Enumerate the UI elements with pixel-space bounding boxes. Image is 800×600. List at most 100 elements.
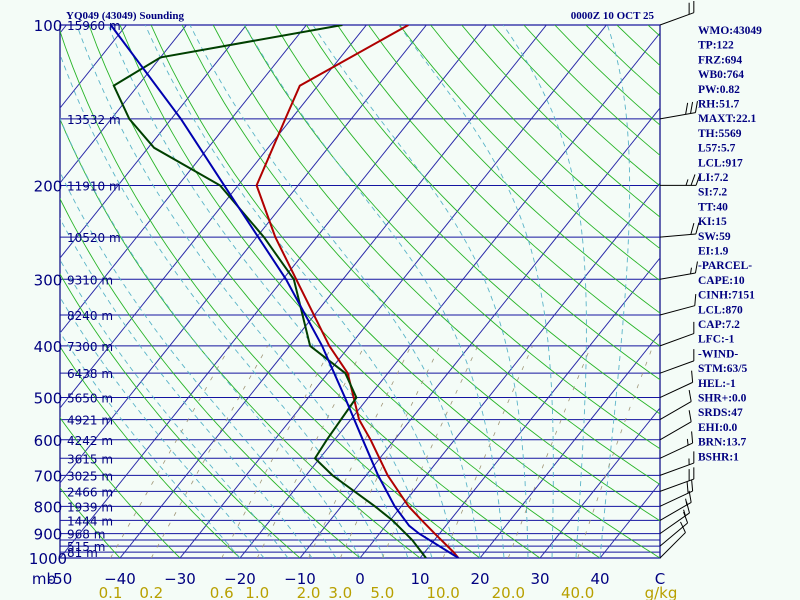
dry-adiabat <box>430 25 660 250</box>
mixing-ratio-label: 5.0 <box>370 584 394 600</box>
isotherm-line <box>179 25 607 558</box>
mixing-ratio-label: 3.0 <box>328 584 352 600</box>
pressure-unit-label: mb <box>32 570 56 588</box>
wind-barb <box>659 293 697 316</box>
moist-adiabat-lines <box>60 25 631 558</box>
mixing-ratio-line <box>256 345 365 558</box>
dry-adiabat <box>212 25 660 486</box>
index-entry: FRZ:694 <box>698 54 742 66</box>
mixing-ratio-lines <box>110 345 654 558</box>
wind-barb <box>659 479 694 507</box>
wind-barb <box>659 511 689 547</box>
dry-adiabat <box>585 25 660 96</box>
dry-adiabat <box>368 25 660 314</box>
temp-tick-label: −30 <box>164 570 196 588</box>
mixing-ratio-line <box>339 345 441 558</box>
pressure-tick-label: 1000 <box>29 550 67 568</box>
index-entry: SRDS:47 <box>698 407 743 419</box>
moist-adiabat <box>60 53 385 558</box>
wind-barb <box>659 389 692 421</box>
dry-adiabat <box>181 25 660 522</box>
wind-barb <box>660 174 701 186</box>
index-entry: LI:7.2 <box>698 172 729 184</box>
mixing-ratio-label: 2.0 <box>297 584 321 600</box>
index-entry: HEL:-1 <box>698 378 736 390</box>
moist-adiabat <box>60 331 241 558</box>
dry-adiabat <box>337 25 660 347</box>
moist-adiabat <box>398 25 554 558</box>
pressure-tick-label: 500 <box>34 390 63 408</box>
temp-tick-label: 0 <box>355 570 365 588</box>
wind-barb <box>659 222 700 238</box>
plot-frame <box>59 24 661 559</box>
temp-tick-label: 10 <box>410 570 429 588</box>
moist-adiabat <box>244 25 505 558</box>
index-entry: SI:7.2 <box>698 187 727 199</box>
index-entry: CAPE:10 <box>698 275 745 287</box>
wind-barb <box>659 101 698 120</box>
index-entry: WB0:764 <box>698 69 744 81</box>
mixing-ratio-label: 1.0 <box>245 584 269 600</box>
height-label: 1444 m <box>67 514 113 528</box>
isotherm-lines <box>0 25 660 558</box>
index-entry: STM:63/5 <box>698 363 747 375</box>
pressure-tick-label: 600 <box>34 432 63 450</box>
index-entry: TT:40 <box>698 201 728 213</box>
indices-panel: WMO:43049 TP:122 FRZ:694 WB0:764 PW:0.82 RH:5… <box>698 25 762 463</box>
isotherm-line <box>539 407 660 558</box>
height-label: 2466 m <box>67 485 113 499</box>
index-entry: BSHR:1 <box>698 451 739 463</box>
moist-adiabat <box>60 117 361 558</box>
moist-adiabat <box>312 25 529 558</box>
pressure-tick-label: 400 <box>34 338 63 356</box>
wind-barb <box>659 410 692 441</box>
height-label: 3615 m <box>67 452 113 466</box>
temp-tick-label: −20 <box>224 570 256 588</box>
height-label: 15960 m <box>67 19 121 33</box>
moist-adiabat <box>502 25 587 558</box>
isotherm-line <box>0 25 6 558</box>
mixing-ratio-line <box>221 345 333 558</box>
index-entry: MAXT:22.1 <box>698 113 756 125</box>
height-label: 9310 m <box>67 273 113 287</box>
dry-adiabat <box>60 117 421 558</box>
mixing-ratio-unit-label: g/kg <box>645 584 678 600</box>
height-label: 11910 m <box>67 179 121 193</box>
wind-barb <box>659 431 694 459</box>
dry-adiabat <box>399 25 660 282</box>
dry-adiabat <box>274 25 660 415</box>
mixing-ratio-label: 10.0 <box>426 584 459 600</box>
wind-barb <box>659 0 695 26</box>
isotherm-line <box>60 25 247 259</box>
sounding-series <box>109 25 460 558</box>
wind-barb <box>659 370 694 399</box>
dry-adiabat-lines <box>60 25 660 558</box>
temp-tick-label: 40 <box>590 570 609 588</box>
dry-adiabat <box>60 345 241 558</box>
moist-adiabat <box>60 258 289 558</box>
dry-adiabat <box>554 25 660 126</box>
height-label: 515 m <box>67 540 105 554</box>
wind-barb <box>659 349 695 374</box>
height-label: 1939 m <box>67 500 113 514</box>
dry-adiabat <box>119 25 601 558</box>
height-label: 5650 m <box>67 392 113 406</box>
isotherm-line <box>60 25 487 558</box>
pressure-tick-label: 700 <box>34 467 63 485</box>
mixing-ratio-label: 0.1 <box>99 584 123 600</box>
height-label: 968 m <box>67 528 105 542</box>
wind-barb <box>659 521 686 559</box>
isotherm-line <box>60 25 427 484</box>
index-entry: LCL:917 <box>698 157 743 169</box>
mixing-ratio-line <box>577 345 654 558</box>
index-entry: LFC:-1 <box>698 334 735 346</box>
index-entry: CAP:7.2 <box>698 319 740 331</box>
moist-adiabat <box>60 296 265 558</box>
isotherm-line <box>299 107 660 558</box>
wind-barb <box>659 451 695 476</box>
index-entry: EHI:0.0 <box>698 422 738 434</box>
isotherm-line <box>479 332 660 558</box>
height-label: 3025 m <box>67 469 113 483</box>
